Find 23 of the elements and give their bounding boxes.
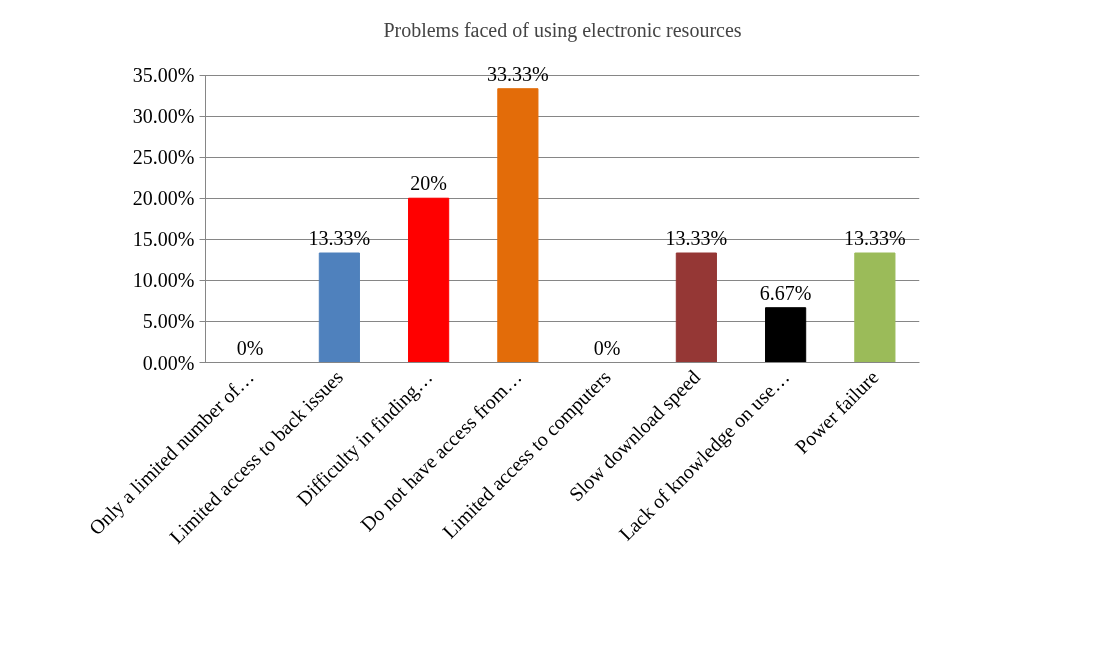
y-tick-label: 25.00% <box>132 146 195 169</box>
data-label: 33.33% <box>487 62 549 85</box>
data-label: 13.33% <box>308 227 371 249</box>
y-tick-label: 15.00% <box>132 228 195 251</box>
data-label: 6.67% <box>759 281 812 304</box>
y-tick-label: 35.00% <box>132 64 195 86</box>
bar <box>408 197 450 363</box>
data-label: 13.33% <box>665 227 728 249</box>
chart-title: Problems faced of using electronic resources <box>383 18 742 42</box>
y-tick-label: 5.00% <box>142 310 195 333</box>
bar <box>318 252 360 363</box>
bar <box>854 252 896 363</box>
bar <box>675 252 717 363</box>
bar <box>765 307 807 363</box>
bar <box>497 88 539 363</box>
data-label: 0% <box>593 336 621 359</box>
y-tick-label: 10.00% <box>132 269 195 292</box>
data-label: 13.33% <box>844 227 906 249</box>
y-tick-label: 0.00% <box>142 351 195 374</box>
y-tick-label: 20.00% <box>132 187 195 210</box>
y-tick-label: 30.00% <box>132 105 195 128</box>
data-label: 20% <box>410 172 447 195</box>
data-label: 0% <box>236 336 264 359</box>
